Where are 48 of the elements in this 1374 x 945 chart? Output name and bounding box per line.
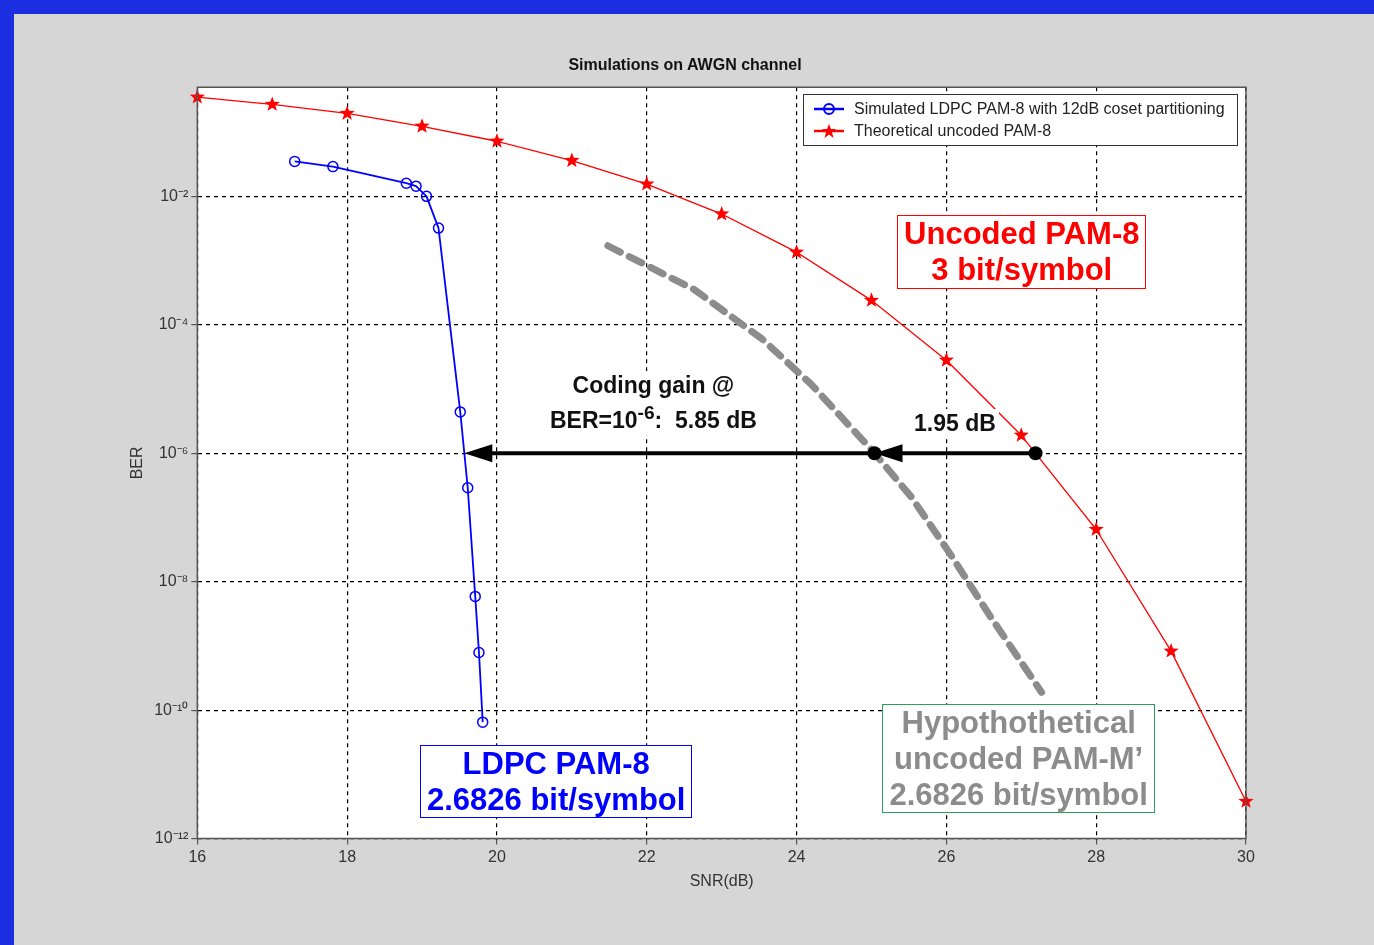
x-tick-label: 20 xyxy=(488,847,506,865)
x-tick-label: 24 xyxy=(787,847,806,865)
y-axis-title: BER xyxy=(128,446,146,480)
y-tick-label: 10⁻² xyxy=(160,186,189,204)
annotation: 1.95 dB xyxy=(910,409,999,440)
point xyxy=(288,155,301,168)
point xyxy=(264,96,280,111)
point xyxy=(432,222,445,234)
y-tick-label: 10⁻⁸ xyxy=(158,572,189,590)
point xyxy=(414,118,430,133)
point xyxy=(339,105,355,120)
x-tick-label: 26 xyxy=(937,847,956,865)
annotation: Hypothothetical uncoded PAM-M’ 2.6826 bit/symbol xyxy=(882,704,1155,814)
point xyxy=(714,206,730,221)
point xyxy=(476,716,489,728)
y-tick-label: 10⁻⁶ xyxy=(158,443,189,461)
point xyxy=(410,180,422,192)
chart-title: Simulations on AWGN channel xyxy=(568,56,802,74)
point xyxy=(469,590,481,603)
x-tick-label: 28 xyxy=(1087,847,1106,865)
point xyxy=(938,352,954,367)
annotation: Uncoded PAM-8 3 bit/symbol xyxy=(897,215,1147,289)
x-axis-title: SNR(dB) xyxy=(689,871,754,889)
point xyxy=(863,292,880,307)
point xyxy=(1088,521,1104,536)
point xyxy=(327,160,339,173)
point xyxy=(473,646,485,659)
x-tick-label: 22 xyxy=(637,847,656,865)
point xyxy=(639,176,655,191)
y-tick-label: 10⁻¹⁰ xyxy=(154,700,189,718)
point xyxy=(788,244,805,259)
annotation: LDPC PAM-8 2.6826 bit/symbol xyxy=(419,744,693,819)
point xyxy=(454,406,466,418)
x-tick-label: 30 xyxy=(1237,847,1255,865)
point xyxy=(1013,427,1029,442)
y-tick-label: 10⁻¹² xyxy=(154,829,189,847)
y-tick-label: 10⁻⁴ xyxy=(158,315,189,333)
legend-label: Simulated LDPC PAM-8 with 12dB coset partitioning xyxy=(854,100,1225,119)
legend-label: Theoretical uncoded PAM-8 xyxy=(854,122,1052,141)
point xyxy=(564,152,580,168)
x-tick-label: 16 xyxy=(188,847,207,865)
point xyxy=(400,177,413,189)
x-tick-label: 18 xyxy=(338,847,357,865)
point xyxy=(420,190,433,203)
point xyxy=(489,133,505,148)
point xyxy=(1163,643,1179,658)
annotation: Coding gain @ BER=10$^{-6}$: 5.85 dB xyxy=(546,370,760,436)
point xyxy=(461,482,474,494)
